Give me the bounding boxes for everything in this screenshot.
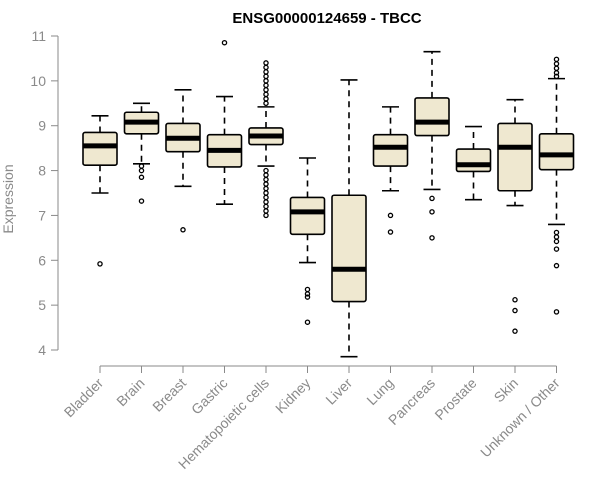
outlier-point — [263, 91, 269, 98]
outlier-point — [553, 229, 560, 236]
box-lung — [372, 106, 409, 235]
outlier-point — [304, 286, 311, 293]
iqr-box — [331, 194, 367, 303]
y-tick-label: 11 — [31, 28, 46, 44]
x-tick-label: Liver — [322, 375, 355, 408]
outlier-point — [263, 82, 269, 89]
x-tick-label: Kidney — [272, 375, 314, 417]
outlier-point — [553, 262, 560, 269]
outlier-point — [263, 199, 269, 205]
outlier-point — [138, 167, 145, 174]
iqr-box — [538, 132, 575, 171]
outlier-point — [263, 212, 269, 219]
x-tick-label: Prostate — [431, 375, 479, 423]
y-tick-label: 7 — [38, 207, 46, 223]
outlier-point — [553, 309, 560, 315]
y-tick-label: 8 — [38, 163, 46, 179]
outlier-point — [263, 69, 269, 75]
outlier-point — [512, 328, 518, 334]
outlier-point — [553, 246, 560, 252]
outlier-point — [263, 96, 269, 102]
outlier-point — [512, 297, 518, 303]
x-tick-label: Brain — [113, 375, 147, 409]
outlier-point — [512, 307, 518, 314]
outlier-point — [387, 229, 394, 235]
box-kidney — [289, 157, 326, 325]
iqr-box — [289, 196, 326, 236]
y-axis-label: Expression — [0, 164, 16, 233]
outlier-point — [263, 73, 269, 80]
outlier-point — [263, 78, 269, 84]
box-skin — [497, 98, 533, 334]
outlier-point — [553, 73, 560, 80]
x-tick-label: Breast — [149, 375, 189, 415]
outlier-point — [429, 235, 435, 241]
outlier-point — [263, 190, 269, 196]
box-hematopoietic-cells — [248, 60, 284, 219]
outlier-point — [138, 163, 145, 169]
outlier-point — [263, 176, 269, 183]
outlier-point — [263, 167, 269, 174]
y-tick-label: 5 — [38, 297, 46, 313]
outlier-point — [97, 261, 103, 267]
box-unknown-other — [538, 56, 575, 315]
outlier-point — [263, 208, 269, 214]
outlier-point — [429, 209, 435, 215]
box-liver — [331, 79, 367, 358]
iqr-box — [82, 131, 118, 166]
y-tick-label: 10 — [30, 73, 46, 89]
iqr-box — [455, 148, 492, 173]
outlier-point — [263, 172, 269, 178]
x-tick-label: Bladder — [61, 375, 107, 421]
outlier-point — [553, 234, 560, 240]
iqr-box — [497, 122, 533, 192]
outlier-point — [138, 198, 145, 204]
x-tick-label: Skin — [491, 375, 522, 406]
outlier-point — [263, 100, 269, 107]
outlier-point — [263, 64, 269, 71]
outlier-point — [304, 291, 311, 297]
y-tick-label: 9 — [38, 118, 46, 134]
y-tick-label: 4 — [38, 342, 46, 358]
box-bladder — [82, 115, 118, 267]
iqr-box — [414, 97, 450, 137]
outlier-point — [138, 174, 145, 181]
box-prostate — [455, 125, 492, 201]
box-gastric — [206, 39, 243, 206]
outlier-point — [263, 60, 269, 66]
outlier-point — [263, 181, 269, 187]
outlier-point — [553, 56, 560, 63]
outlier-point — [387, 212, 394, 219]
iqr-box — [372, 133, 409, 167]
chart-title: ENSG00000124659 - TBCC — [232, 10, 421, 27]
y-tick-label: 6 — [38, 252, 46, 268]
outlier-point — [553, 61, 560, 67]
outlier-point — [263, 194, 269, 201]
outlier-point — [263, 203, 269, 210]
outlier-point — [263, 87, 269, 93]
outlier-point — [180, 227, 186, 233]
outlier-point — [304, 294, 311, 300]
outlier-point — [221, 39, 228, 46]
x-tick-label: Lung — [363, 375, 396, 408]
outlier-point — [304, 319, 311, 325]
box-pancreas — [414, 50, 450, 241]
outlier-point — [553, 65, 560, 72]
outlier-point — [263, 185, 269, 192]
outlier-point — [429, 195, 435, 202]
box-breast — [165, 89, 201, 233]
x-tick-label: Unknown / Other — [477, 375, 563, 461]
box-brain — [123, 102, 160, 204]
outlier-point — [553, 238, 560, 245]
